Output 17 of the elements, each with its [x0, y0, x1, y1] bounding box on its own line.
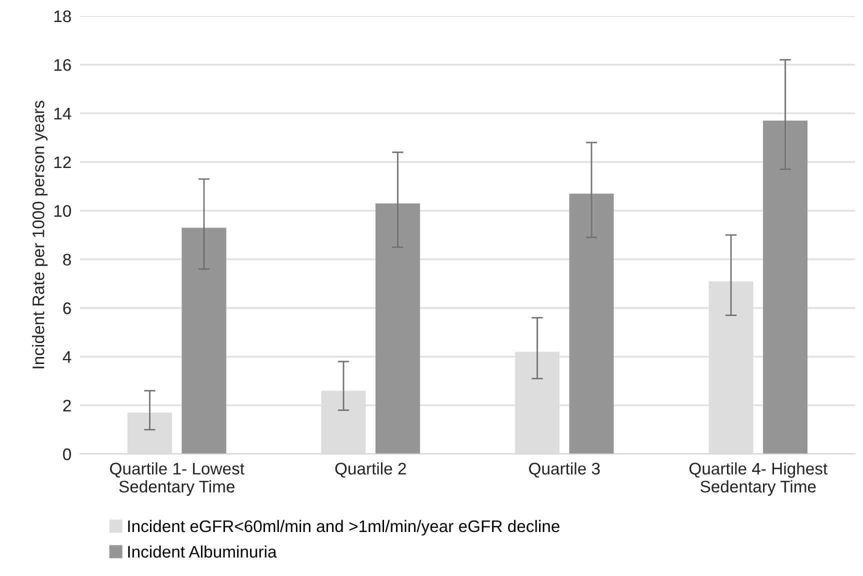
y-tick-label: 0 [63, 448, 72, 460]
y-tick-label: 12 [54, 156, 71, 168]
x-tick-label: Quartile 4- Highest Sedentary Time [689, 462, 828, 496]
x-tick-label: Quartile 2 [335, 462, 406, 478]
y-tick-label: 18 [54, 10, 71, 22]
y-tick-label: 6 [63, 302, 71, 314]
y-axis-title: Incident Rate per 1000 person years [32, 100, 48, 368]
x-tick-label: Quartile 3 [529, 462, 600, 478]
y-tick-label: 10 [54, 205, 72, 217]
y-tick-label: 8 [63, 254, 71, 266]
x-tick-label: Quartile 1- Lowest Sedentary Time [110, 462, 244, 496]
legend-label: Incident Albuminuria [128, 545, 277, 558]
y-tick-label: 2 [63, 400, 71, 412]
y-tick-label: 14 [54, 108, 72, 120]
y-tick-label: 4 [62, 351, 72, 363]
y-tick-label: 16 [54, 59, 71, 71]
legend-label: Incident eGFR<60ml/min and >1ml/min/year eGFR decline [128, 520, 560, 536]
